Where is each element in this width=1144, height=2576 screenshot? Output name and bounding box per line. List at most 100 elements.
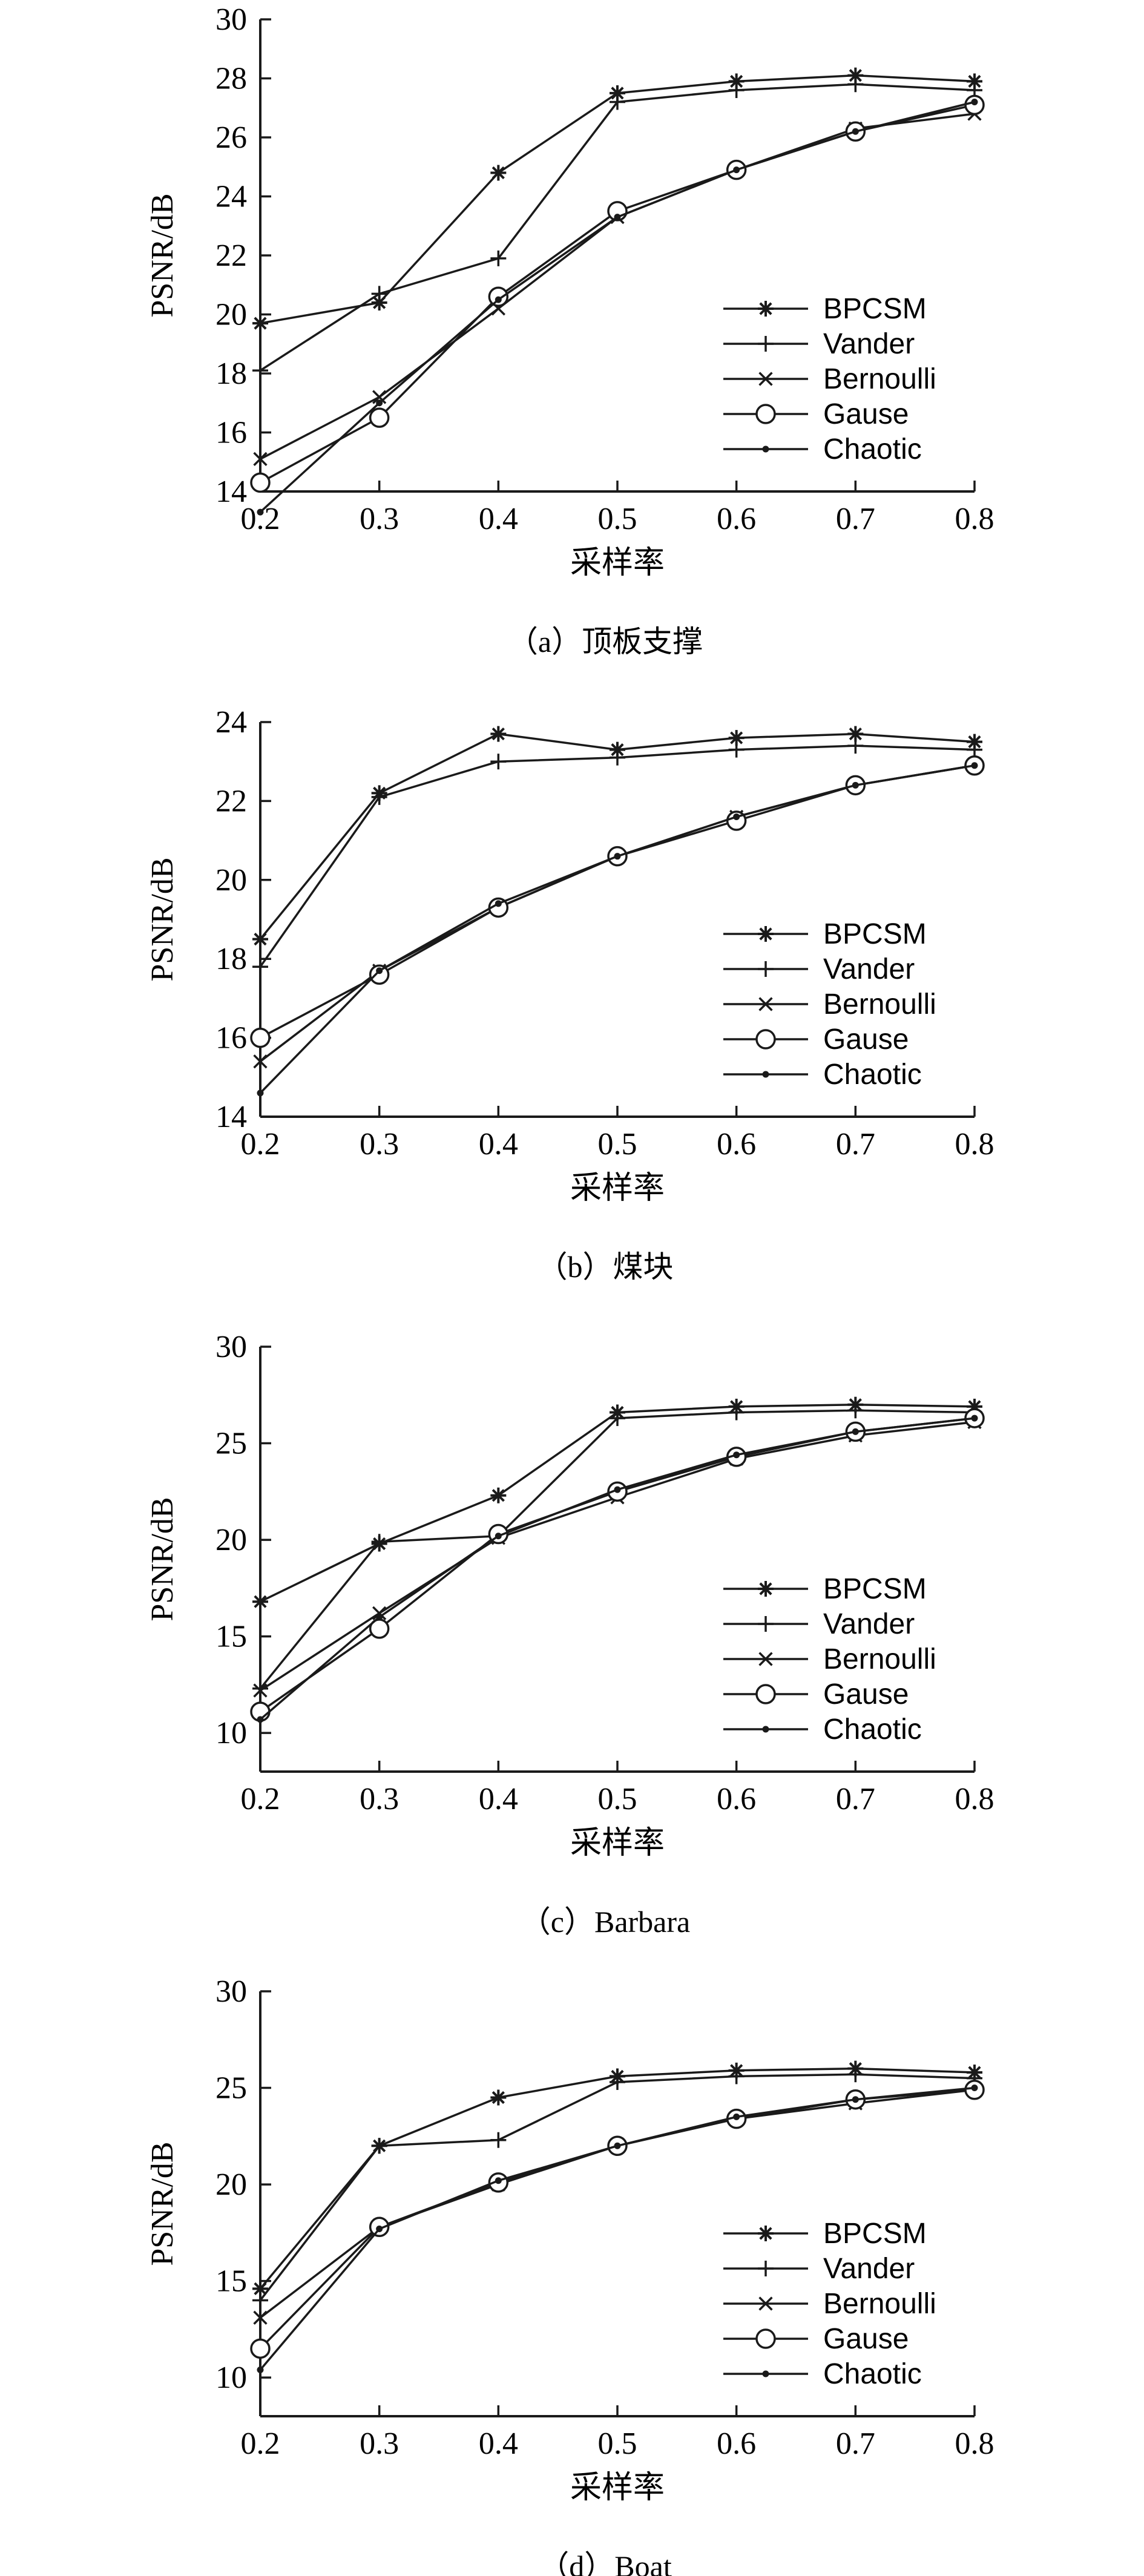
series-vander [252, 738, 982, 975]
x-tick-label: 0.5 [598, 1127, 637, 1162]
data-point [490, 726, 507, 742]
data-point [252, 2292, 268, 2308]
data-point [610, 94, 625, 110]
legend-item: Chaotic [723, 433, 922, 465]
x-tick-label: 0.7 [836, 502, 875, 536]
legend-marker [758, 2261, 774, 2276]
y-tick-label: 20 [215, 863, 247, 898]
legend-marker [758, 1652, 773, 1666]
legend-marker [758, 2226, 774, 2241]
legend-item: BPCSM [723, 293, 927, 325]
legend-label: Vander [823, 953, 915, 985]
x-tick-label: 0.6 [717, 1127, 756, 1162]
legend-item: Bernoulli [723, 1643, 936, 1675]
data-point [495, 900, 502, 907]
figure-caption: （b）煤块 [537, 1250, 674, 1284]
y-tick-label: 26 [215, 120, 247, 155]
legend-item: Gause [723, 2323, 909, 2355]
data-point [610, 2074, 625, 2090]
data-point [257, 1716, 264, 1723]
data-point [252, 363, 268, 379]
data-point [847, 1402, 864, 1419]
data-point [852, 1428, 859, 1435]
data-point [369, 407, 390, 428]
data-point [490, 2132, 507, 2148]
x-axis-label: 采样率 [570, 2471, 665, 2505]
x-tick-label: 0.5 [598, 502, 637, 536]
data-point [728, 2068, 745, 2085]
x-tick-label: 0.2 [241, 502, 280, 536]
data-point [376, 967, 383, 974]
data-point [728, 82, 745, 98]
data-point [733, 2113, 740, 2120]
legend-item: Gause [723, 1678, 909, 1710]
series-chaotic [257, 99, 978, 516]
data-point [371, 286, 387, 302]
x-tick-label: 0.4 [479, 502, 518, 536]
legend-item: BPCSM [723, 918, 927, 950]
data-point [495, 1533, 502, 1540]
legend-marker [758, 1616, 774, 1632]
x-tick-label: 0.3 [360, 1127, 399, 1162]
data-point [728, 1404, 745, 1421]
data-point [257, 2366, 264, 2373]
x-tick-label: 0.4 [479, 1782, 518, 1816]
legend-marker [755, 2328, 776, 2349]
data-point [610, 1410, 625, 1427]
series-chaotic [257, 2085, 978, 2373]
x-tick-label: 0.5 [598, 1782, 637, 1816]
y-tick-label: 15 [215, 1620, 247, 1654]
y-tick-label: 16 [215, 1021, 247, 1056]
series-vander [252, 1402, 982, 1697]
legend-label: Chaotic [823, 1714, 922, 1746]
figure-caption: （d）Boat [539, 2549, 672, 2576]
data-point [614, 1486, 621, 1493]
data-point [371, 789, 387, 805]
chart-panel-3: 10 15 20 25 30 0.2 0.3 0.4 0.5 0.6 0.7 0.8 采样率 PSNR/d… [145, 1330, 994, 1939]
x-tick-label: 0.4 [479, 2426, 518, 2461]
data-point [371, 1534, 387, 1550]
data-point [852, 128, 859, 135]
data-point [257, 1089, 264, 1097]
y-tick-label: 30 [215, 1330, 247, 1364]
data-point [971, 99, 978, 105]
legend-item: Vander [723, 2253, 915, 2285]
data-point [495, 2177, 502, 2184]
data-point [253, 1054, 268, 1069]
x-tick-label: 0.8 [955, 502, 994, 536]
legend-item: Chaotic [723, 2358, 922, 2390]
data-point [371, 295, 387, 310]
legend-marker [758, 2296, 773, 2311]
x-tick-label: 0.8 [955, 1782, 994, 1816]
y-tick-label: 30 [215, 2, 247, 37]
legend-item: Vander [723, 328, 915, 360]
data-point [847, 738, 864, 754]
data-point [852, 2096, 859, 2103]
y-axis-label: PSNR/dB [145, 2141, 180, 2266]
figure-caption: （a）顶板支撑 [508, 625, 703, 659]
y-tick-label: 25 [215, 2071, 247, 2106]
y-tick-label: 15 [215, 2264, 247, 2299]
data-point [252, 959, 268, 975]
y-tick-label: 18 [215, 356, 247, 391]
data-point [971, 1414, 978, 1422]
data-point [376, 399, 383, 407]
data-point [250, 1027, 271, 1048]
x-axis-label: 采样率 [570, 1171, 665, 1206]
chart-panel-4: 10 15 20 25 30 0.2 0.3 0.4 0.5 0.6 0.7 0.8 采样率 PSNR/d… [145, 1974, 994, 2576]
legend-label: Gause [823, 1024, 909, 1056]
data-point [490, 754, 507, 770]
legend-item: Gause [723, 398, 909, 430]
legend-marker [758, 1581, 774, 1597]
figure-caption: （c）Barbara [521, 1905, 690, 1939]
x-tick-label: 0.3 [360, 502, 399, 536]
legend-marker [755, 1029, 776, 1050]
data-point [847, 726, 864, 742]
data-point [490, 250, 507, 266]
legend-item: Bernoulli [723, 363, 936, 395]
legend-label: Vander [823, 2253, 915, 2285]
data-point [250, 2338, 271, 2359]
